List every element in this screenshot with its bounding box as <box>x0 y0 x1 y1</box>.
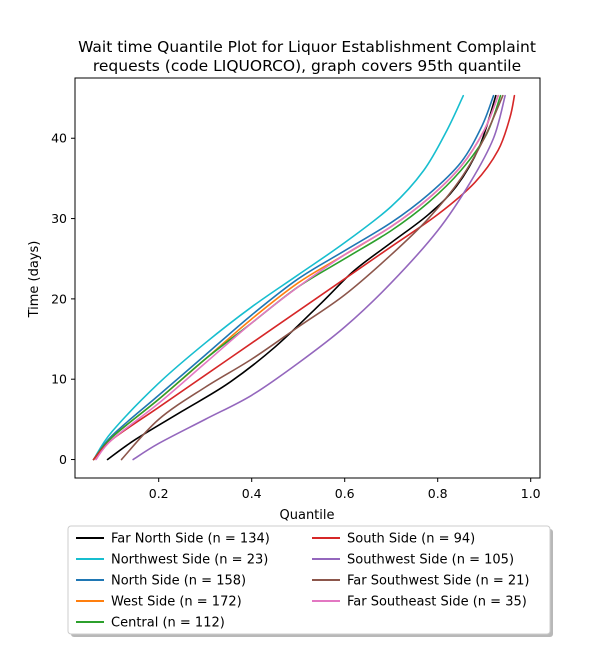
series-line-8 <box>95 94 499 461</box>
x-tick-label: 0.4 <box>242 486 262 501</box>
series-line-7 <box>120 94 504 461</box>
plot-frame <box>74 77 541 479</box>
y-tick-label: 0 <box>59 452 67 467</box>
legend-label: West Side (n = 172) <box>111 595 242 610</box>
chart-title-line2: requests (code LIQUORCO), graph covers 9… <box>93 57 521 75</box>
legend-label: Far Southeast Side (n = 35) <box>347 595 527 610</box>
x-tick-label: 0.6 <box>335 486 355 501</box>
legend-box <box>67 525 551 635</box>
x-axis-ticks: 0.2 0.4 0.6 0.8 1.0 <box>149 478 541 501</box>
legend-items: Far North Side (n = 134) Northwest Side (… <box>76 532 529 631</box>
legend-label: South Side (n = 94) <box>347 532 475 547</box>
series-line-0 <box>106 94 497 461</box>
x-tick-label: 0.8 <box>428 486 448 501</box>
y-tick-label: 10 <box>51 372 67 387</box>
y-tick-label: 20 <box>51 291 67 306</box>
series-line-1 <box>92 94 465 461</box>
y-axis-label: Time (days) <box>27 241 42 319</box>
series-line-2 <box>92 94 495 461</box>
legend: Far North Side (n = 134) Northwest Side (… <box>67 525 553 637</box>
y-tick-label: 30 <box>51 211 67 226</box>
legend-label: Far North Side (n = 134) <box>111 532 270 547</box>
legend-label: North Side (n = 158) <box>111 574 246 589</box>
y-tick-label: 40 <box>51 131 67 146</box>
legend-label: Far Southwest Side (n = 21) <box>347 574 529 589</box>
y-axis-ticks: 0 10 20 30 40 <box>51 131 75 467</box>
x-tick-label: 1.0 <box>521 486 541 501</box>
x-tick-label: 0.2 <box>149 486 169 501</box>
chart-title-line1: Wait time Quantile Plot for Liquor Estab… <box>78 38 536 56</box>
series-line-6 <box>132 94 506 461</box>
plot-area <box>75 78 540 478</box>
legend-label: Northwest Side (n = 23) <box>111 553 268 568</box>
x-axis-label: Quantile <box>280 508 335 523</box>
series-line-4 <box>92 94 502 461</box>
series-layer <box>92 94 516 461</box>
series-line-5 <box>92 94 516 461</box>
legend-label: Central (n = 112) <box>111 616 225 631</box>
legend-label: Southwest Side (n = 105) <box>347 553 514 568</box>
